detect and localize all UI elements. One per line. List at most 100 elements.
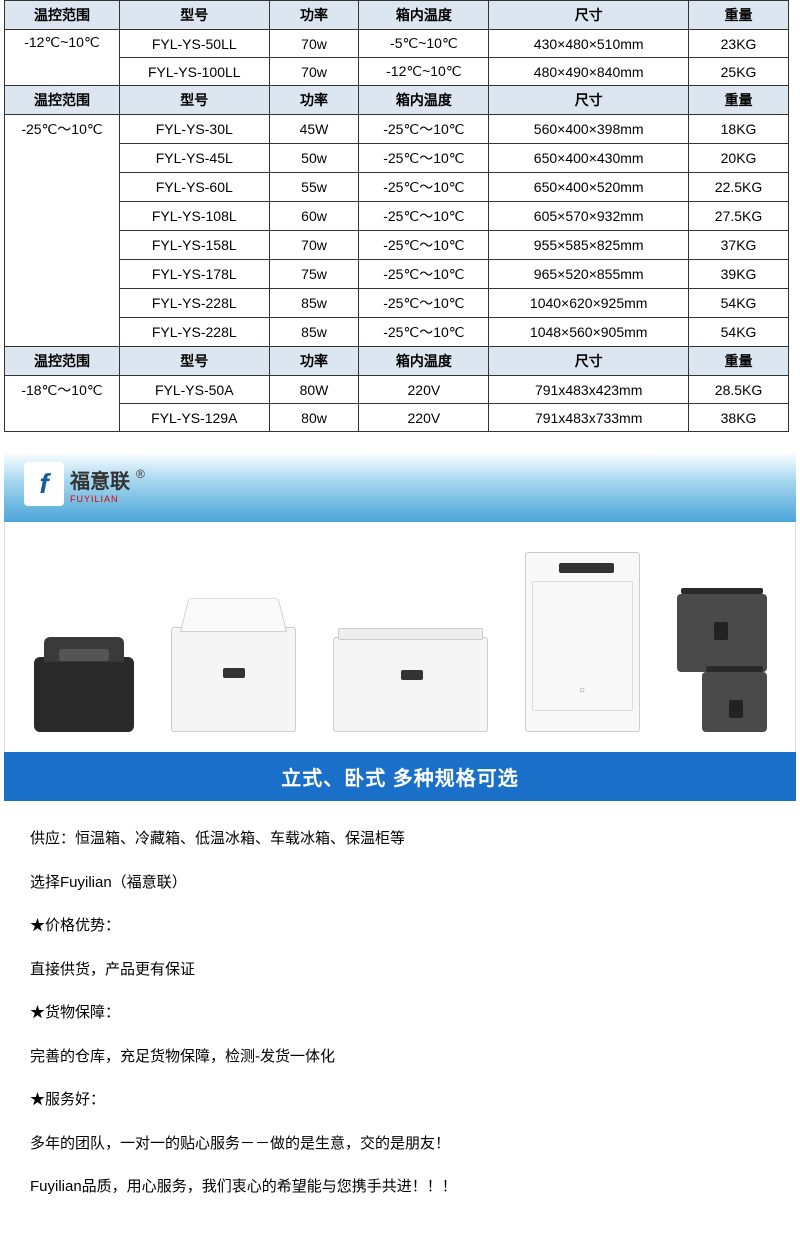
cell-model: FYL-YS-100LL: [119, 58, 269, 86]
table-header-row: 温控范围 型号 功率 箱内温度 尺寸 重量: [5, 1, 789, 30]
cell-temp: -25℃～10℃: [359, 173, 489, 202]
table-header-row: 温控范围 型号 功率 箱内温度 尺寸 重量: [5, 347, 789, 376]
header-size: 尺寸: [489, 347, 689, 376]
cell-temp: -25℃～10℃: [359, 231, 489, 260]
logo-icon: f: [24, 462, 64, 506]
table-row: FYL-YS-228L85w-25℃～10℃1048×560×905mm54KG: [5, 318, 789, 347]
cell-temp: 220V: [359, 404, 489, 432]
cell-power: 45W: [269, 115, 359, 144]
header-range: 温控范围: [5, 86, 120, 115]
cell-size: 650×400×430mm: [489, 144, 689, 173]
cell-temp: -5℃~10℃: [359, 30, 489, 58]
spec-table: 温控范围 型号 功率 箱内温度 尺寸 重量 -12℃~10℃FYL-YS-50L…: [4, 0, 789, 432]
cell-power: 75w: [269, 260, 359, 289]
cell-temp: -25℃～10℃: [359, 318, 489, 347]
header-weight: 重量: [689, 1, 789, 30]
product-box-coolers: [677, 594, 767, 732]
content-line: 直接供货，产品更有保证: [30, 957, 770, 983]
content-line: Fuyilian品质，用心服务，我们衷心的希望能与您携手共进！！！: [30, 1174, 770, 1200]
header-range: 温控范围: [5, 347, 120, 376]
cell-size: 650×400×520mm: [489, 173, 689, 202]
product-chest-freezer-wide: [333, 637, 488, 732]
brand-logo: f 福意联 FUYILIAN ®: [24, 462, 145, 506]
content-line: ★价格优势：: [30, 913, 770, 939]
header-size: 尺寸: [489, 86, 689, 115]
cell-weight: 54KG: [689, 318, 789, 347]
cell-size: 605×570×932mm: [489, 202, 689, 231]
cell-power: 80W: [269, 376, 359, 404]
header-model: 型号: [119, 1, 269, 30]
cell-range: -25℃～10℃: [5, 115, 120, 347]
cell-weight: 27.5KG: [689, 202, 789, 231]
header-model: 型号: [119, 86, 269, 115]
logo-en-text: FUYILIAN: [70, 494, 130, 504]
cell-weight: 54KG: [689, 289, 789, 318]
banner-caption: 立式、卧式 多种规格可选: [4, 752, 796, 801]
cell-size: 560×400×398mm: [489, 115, 689, 144]
banner-header: f 福意联 FUYILIAN ®: [4, 452, 796, 522]
cell-power: 60w: [269, 202, 359, 231]
cell-size: 791x483x423mm: [489, 376, 689, 404]
content-line: ★货物保障：: [30, 1000, 770, 1026]
header-temp: 箱内温度: [359, 1, 489, 30]
content-line: 完善的仓库，充足货物保障，检测-发货一体化: [30, 1044, 770, 1070]
cell-weight: 28.5KG: [689, 376, 789, 404]
table-row: FYL-YS-108L60w-25℃～10℃605×570×932mm27.5K…: [5, 202, 789, 231]
table-row: FYL-YS-129A80w220V791x483x733mm38KG: [5, 404, 789, 432]
cell-model: FYL-YS-158L: [119, 231, 269, 260]
cell-power: 85w: [269, 289, 359, 318]
header-size: 尺寸: [489, 1, 689, 30]
cell-temp: 220V: [359, 376, 489, 404]
header-power: 功率: [269, 1, 359, 30]
cell-model: FYL-YS-228L: [119, 289, 269, 318]
product-chest-freezer: [171, 627, 296, 732]
cell-size: 965×520×855mm: [489, 260, 689, 289]
content-line: 供应：恒温箱、冷藏箱、低温冰箱、车载冰箱、保温柜等: [30, 826, 770, 852]
table-row: FYL-YS-100LL70w-12℃~10℃480×490×840mm25KG: [5, 58, 789, 86]
cell-model: FYL-YS-178L: [119, 260, 269, 289]
cell-range: -12℃~10℃: [5, 30, 120, 86]
cell-temp: -25℃～10℃: [359, 260, 489, 289]
header-model: 型号: [119, 347, 269, 376]
cell-weight: 25KG: [689, 58, 789, 86]
table-row: FYL-YS-45L50w-25℃～10℃650×400×430mm20KG: [5, 144, 789, 173]
cell-power: 70w: [269, 231, 359, 260]
header-weight: 重量: [689, 86, 789, 115]
cell-size: 430×480×510mm: [489, 30, 689, 58]
cell-temp: -25℃～10℃: [359, 144, 489, 173]
cell-model: FYL-YS-228L: [119, 318, 269, 347]
table-row: FYL-YS-178L75w-25℃～10℃965×520×855mm39KG: [5, 260, 789, 289]
header-temp: 箱内温度: [359, 347, 489, 376]
logo-cn-text: 福意联: [70, 465, 130, 494]
header-weight: 重量: [689, 347, 789, 376]
cell-weight: 22.5KG: [689, 173, 789, 202]
cell-weight: 20KG: [689, 144, 789, 173]
table-row: FYL-YS-60L55w-25℃～10℃650×400×520mm22.5KG: [5, 173, 789, 202]
cell-size: 480×490×840mm: [489, 58, 689, 86]
table-row: -25℃～10℃FYL-YS-30L45W-25℃～10℃560×400×398…: [5, 115, 789, 144]
content-line: 多年的团队，一对一的贴心服务－－做的是生意，交的是朋友！: [30, 1131, 770, 1157]
cell-model: FYL-YS-50LL: [119, 30, 269, 58]
product-portable-cooler: [34, 657, 134, 732]
cell-power: 50w: [269, 144, 359, 173]
cell-power: 55w: [269, 173, 359, 202]
cell-weight: 39KG: [689, 260, 789, 289]
header-power: 功率: [269, 86, 359, 115]
cell-range: -18℃～10℃: [5, 376, 120, 432]
cell-power: 85w: [269, 318, 359, 347]
cell-model: FYL-YS-30L: [119, 115, 269, 144]
product-images: [4, 522, 796, 752]
cell-temp: -25℃～10℃: [359, 202, 489, 231]
cell-model: FYL-YS-45L: [119, 144, 269, 173]
cell-temp: -25℃～10℃: [359, 289, 489, 318]
cell-model: FYL-YS-129A: [119, 404, 269, 432]
cell-model: FYL-YS-108L: [119, 202, 269, 231]
header-temp: 箱内温度: [359, 86, 489, 115]
cell-power: 70w: [269, 58, 359, 86]
cell-size: 1048×560×905mm: [489, 318, 689, 347]
cell-size: 791x483x733mm: [489, 404, 689, 432]
cell-size: 1040×620×925mm: [489, 289, 689, 318]
table-row: -18℃～10℃FYL-YS-50A80W220V791x483x423mm28…: [5, 376, 789, 404]
table-row: -12℃~10℃FYL-YS-50LL70w-5℃~10℃430×480×510…: [5, 30, 789, 58]
content-line: ★服务好：: [30, 1087, 770, 1113]
